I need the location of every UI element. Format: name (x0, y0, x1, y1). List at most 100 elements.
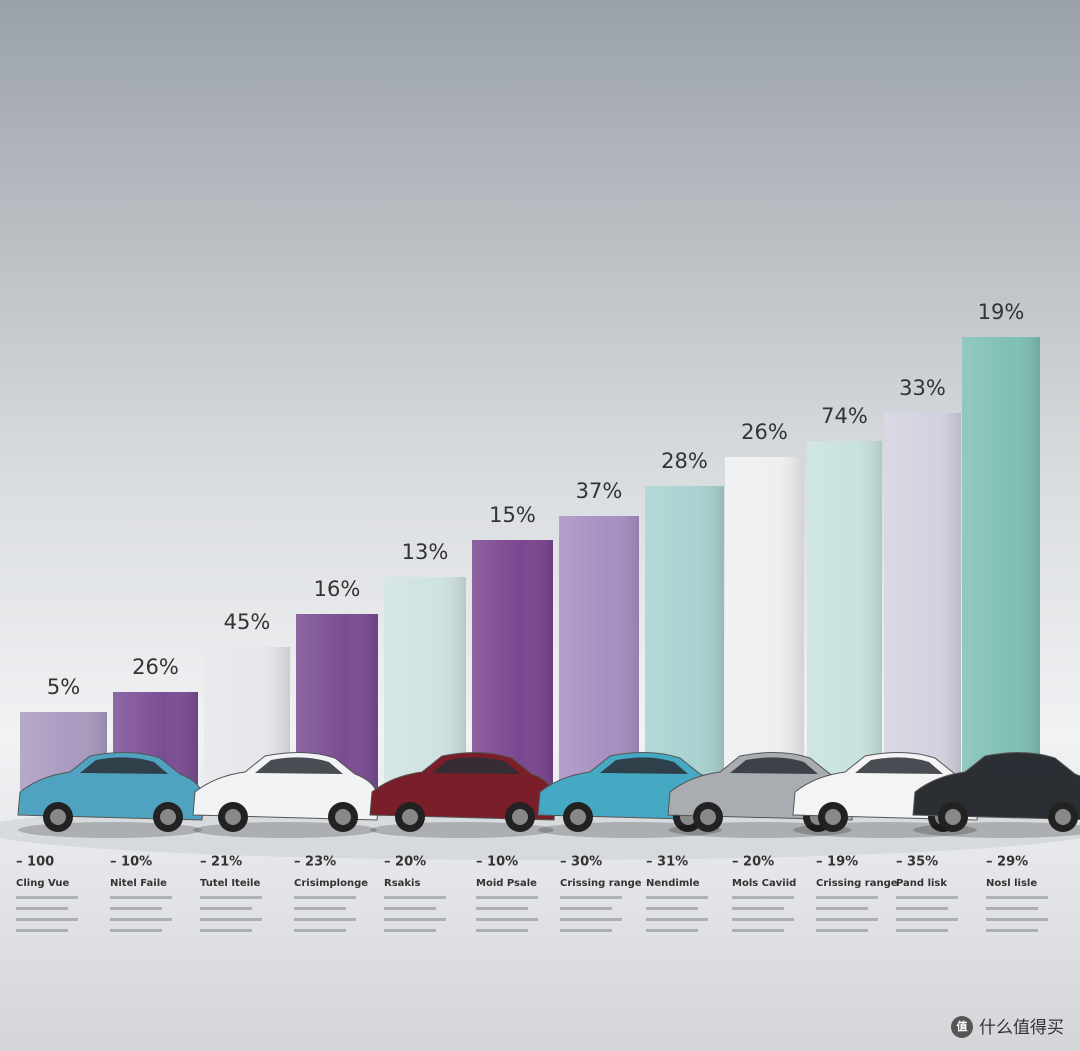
description-line (384, 907, 436, 910)
description-line (816, 929, 868, 932)
bar-label: 5% (47, 675, 80, 699)
description-line (986, 896, 1048, 899)
column-title: Crisimplonge (294, 878, 368, 889)
car-rim (335, 809, 351, 825)
bar-label: 15% (489, 503, 536, 527)
description-line (384, 896, 446, 899)
column-value: – 31% (646, 855, 688, 870)
bar-shade (725, 457, 804, 790)
description-line (896, 918, 958, 921)
watermark-icon-glyph: 值 (957, 1019, 968, 1033)
column-title: Tutel Iteile (200, 878, 260, 889)
bar-label: 33% (899, 376, 946, 400)
car-rim (700, 809, 716, 825)
bar-label: 37% (576, 479, 623, 503)
car-window (255, 757, 343, 774)
car-rim (570, 809, 586, 825)
description-line (732, 918, 794, 921)
car-rim (225, 809, 241, 825)
description-line (896, 896, 958, 899)
bar-label: 19% (978, 300, 1025, 324)
description-line (816, 896, 878, 899)
bar-label: 28% (661, 449, 708, 473)
description-line (646, 929, 698, 932)
car-window (432, 757, 520, 774)
car-rim (945, 809, 961, 825)
bar-label: 45% (224, 610, 271, 634)
column-title: Mols Caviid (732, 878, 796, 889)
car-rim (160, 809, 176, 825)
description-line (560, 907, 612, 910)
description-line (732, 929, 784, 932)
column-value: – 30% (560, 855, 602, 870)
column-value: – 20% (732, 855, 774, 870)
bar-label: 26% (132, 655, 179, 679)
description-line (560, 896, 622, 899)
description-line (476, 907, 528, 910)
column-value: – 35% (896, 855, 938, 870)
description-line (560, 929, 612, 932)
bar-shade (807, 441, 882, 790)
car-rim (50, 809, 66, 825)
column-value: – 29% (986, 855, 1028, 870)
description-line (294, 929, 346, 932)
description-line (986, 929, 1038, 932)
column-title: Crissing range (560, 878, 642, 889)
column-title: Cling Vue (16, 878, 69, 889)
description-line (384, 918, 446, 921)
description-line (110, 929, 162, 932)
description-line (476, 929, 528, 932)
description-line (986, 918, 1048, 921)
car-window (730, 757, 818, 774)
description-line (294, 907, 346, 910)
description-line (816, 918, 878, 921)
description-line (294, 918, 356, 921)
description-line (200, 918, 262, 921)
bar-shade (645, 486, 724, 790)
column-title: Nendimle (646, 878, 700, 889)
column-value: – 21% (200, 855, 242, 870)
column-value: – 19% (816, 855, 858, 870)
description-line (200, 929, 252, 932)
column-title: Nosl lisle (986, 878, 1037, 889)
column-title: Crissing range (816, 878, 898, 889)
bar-shade (962, 337, 1040, 790)
car-window (855, 757, 943, 774)
description-line (16, 896, 78, 899)
bar-label: 74% (821, 404, 868, 428)
description-line (16, 929, 68, 932)
bar-label: 13% (402, 540, 449, 564)
column-value: – 23% (294, 855, 336, 870)
column-value: – 100 (16, 855, 54, 870)
car-rim (825, 809, 841, 825)
car-window (975, 757, 1063, 774)
car-rim (402, 809, 418, 825)
column-title: Nitel Faile (110, 878, 167, 889)
bar-shade (884, 413, 961, 790)
column-title: Pand lisk (896, 878, 947, 889)
description-line (200, 907, 252, 910)
description-line (16, 907, 68, 910)
column-title: Moid Psale (476, 878, 537, 889)
column-title: Rsakis (384, 878, 420, 889)
car-window (80, 757, 168, 774)
description-line (110, 907, 162, 910)
description-line (476, 896, 538, 899)
description-line (110, 918, 172, 921)
description-line (732, 896, 794, 899)
description-line (476, 918, 538, 921)
description-line (16, 918, 78, 921)
description-line (986, 907, 1038, 910)
column-value: – 10% (110, 855, 152, 870)
column-value: – 20% (384, 855, 426, 870)
bar-shade (559, 516, 639, 790)
description-line (646, 896, 708, 899)
car-rim (512, 809, 528, 825)
description-line (384, 929, 436, 932)
description-line (294, 896, 356, 899)
description-line (816, 907, 868, 910)
description-line (732, 907, 784, 910)
description-line (896, 907, 948, 910)
watermark: 什么值得买 (979, 1018, 1064, 1038)
